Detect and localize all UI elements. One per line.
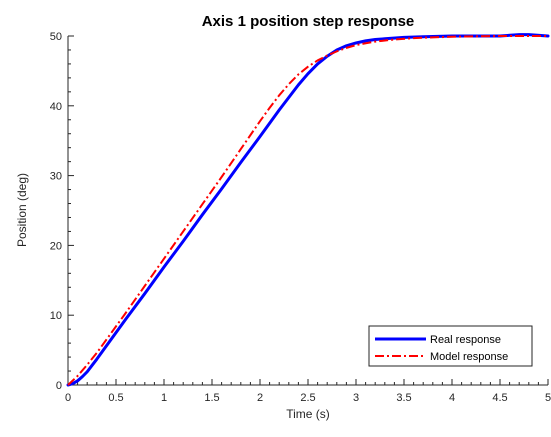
x-tick-label: 4.5 (492, 392, 507, 404)
y-axis-label: Position (deg) (15, 173, 29, 247)
y-tick-label: 0 (56, 380, 62, 392)
legend-label-real: Real response (430, 334, 501, 346)
x-tick-label: 4 (449, 392, 455, 404)
series-line-real-response (66, 33, 550, 387)
x-tick-label: 3 (353, 392, 359, 404)
x-tick-label: 3.5 (396, 392, 411, 404)
x-tick-label: 2.5 (300, 392, 315, 404)
x-tick-label: 1.5 (204, 392, 219, 404)
x-tick-label: 0.5 (108, 392, 123, 404)
legend-box (368, 325, 533, 367)
x-tick-label: 1 (161, 392, 167, 404)
legend-label-model: Model response (430, 351, 508, 363)
y-tick-label: 10 (50, 310, 62, 322)
y-tick-label: 30 (50, 171, 62, 183)
legend: Real response Model response (368, 325, 533, 367)
x-tick-label: 5 (545, 392, 551, 404)
chart-title: Axis 1 position step response (202, 13, 415, 30)
y-tick-label: 50 (50, 31, 62, 43)
series-layer (66, 33, 550, 387)
series-line-model-response (67, 35, 548, 386)
x-tick-label: 0 (65, 392, 71, 404)
x-tick-label: 2 (257, 392, 263, 404)
x-axis-label: Time (s) (286, 407, 330, 421)
y-tick-label: 40 (50, 101, 62, 113)
y-tick-label: 20 (50, 240, 62, 252)
